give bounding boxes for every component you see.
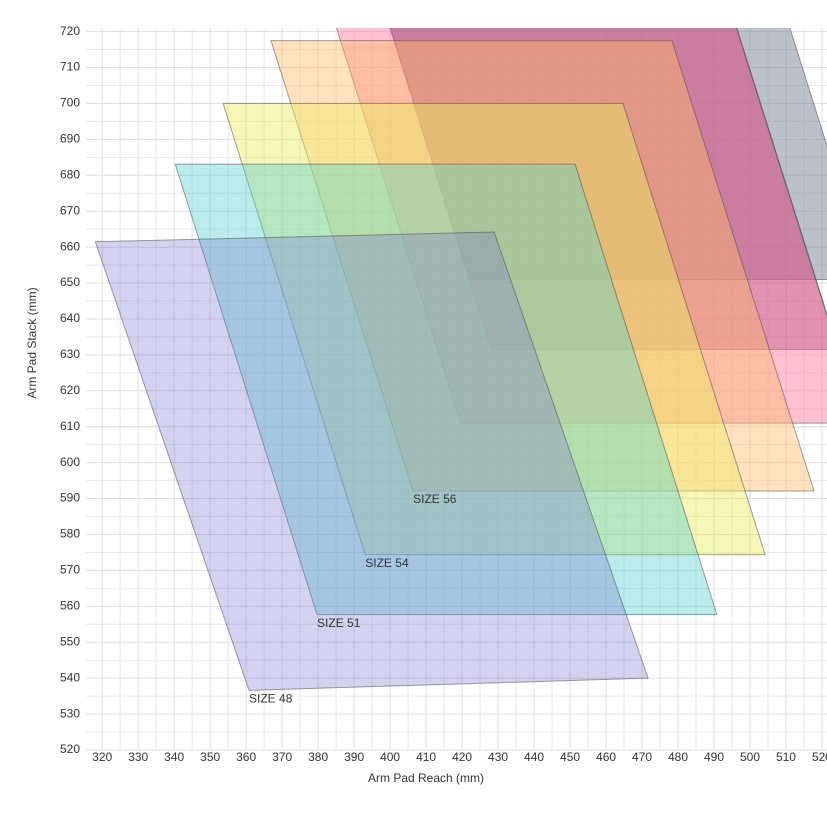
x-tick-label: 410	[416, 750, 436, 764]
size-region	[270, 40, 815, 492]
y-tick-label: 580	[60, 527, 80, 541]
x-tick-label: 370	[272, 750, 292, 764]
plot-area	[94, 28, 827, 691]
y-tick-label: 620	[60, 383, 80, 397]
x-tick-label: 380	[308, 750, 328, 764]
y-tick-label: 610	[60, 419, 80, 433]
y-tick-label: 550	[60, 634, 80, 648]
y-tick-label: 700	[60, 96, 80, 110]
y-tick-label: 680	[60, 167, 80, 181]
size-region	[174, 163, 718, 616]
size-label: SIZE 51	[317, 616, 361, 630]
size-label: SIZE 56	[413, 492, 457, 506]
y-tick-label: 520	[60, 742, 80, 756]
x-tick-label: 440	[524, 750, 544, 764]
y-tick-label: 650	[60, 275, 80, 289]
x-tick-label: 350	[200, 750, 220, 764]
x-tick-label: 320	[92, 750, 112, 764]
y-tick-label: 530	[60, 706, 80, 720]
x-tick-label: 480	[668, 750, 688, 764]
y-tick-label: 560	[60, 598, 80, 612]
size-label: SIZE 54	[365, 556, 409, 570]
x-tick-label: 340	[164, 750, 184, 764]
x-tick-label: 510	[776, 750, 796, 764]
y-tick-label: 540	[60, 670, 80, 684]
x-tick-label: 470	[632, 750, 652, 764]
y-tick-label: 660	[60, 239, 80, 253]
x-tick-label: 400	[380, 750, 400, 764]
x-tick-label: 450	[560, 750, 580, 764]
x-tick-label: 420	[452, 750, 472, 764]
y-tick-label: 640	[60, 311, 80, 325]
size-region	[336, 28, 827, 424]
y-tick-label: 570	[60, 563, 80, 577]
size-region	[389, 28, 827, 350]
y-tick-label: 600	[60, 455, 80, 469]
x-axis-label: Arm Pad Reach (mm)	[368, 771, 484, 785]
y-tick-label: 670	[60, 203, 80, 217]
x-tick-label: 430	[488, 750, 508, 764]
x-tick-label: 460	[596, 750, 616, 764]
y-tick-label: 590	[60, 491, 80, 505]
x-tick-label: 390	[344, 750, 364, 764]
y-tick-label: 630	[60, 347, 80, 361]
size-region	[94, 231, 649, 691]
labels: 320 330 340 350 360 370 380 390 400 410 420 430 440 4…	[60, 24, 827, 764]
y-tick-label: 710	[60, 60, 80, 74]
x-tick-label: 520	[812, 750, 827, 764]
size-region	[222, 102, 766, 556]
x-tick-label: 360	[236, 750, 256, 764]
size-label: SIZE 48	[249, 692, 293, 706]
y-tick-label: 720	[60, 24, 80, 38]
x-tick-label: 330	[128, 750, 148, 764]
x-tick-label: 490	[704, 750, 724, 764]
y-tick-label: 690	[60, 132, 80, 146]
y-axis-label: Arm Pad Stack (mm)	[25, 287, 39, 398]
x-tick-label: 500	[740, 750, 760, 764]
